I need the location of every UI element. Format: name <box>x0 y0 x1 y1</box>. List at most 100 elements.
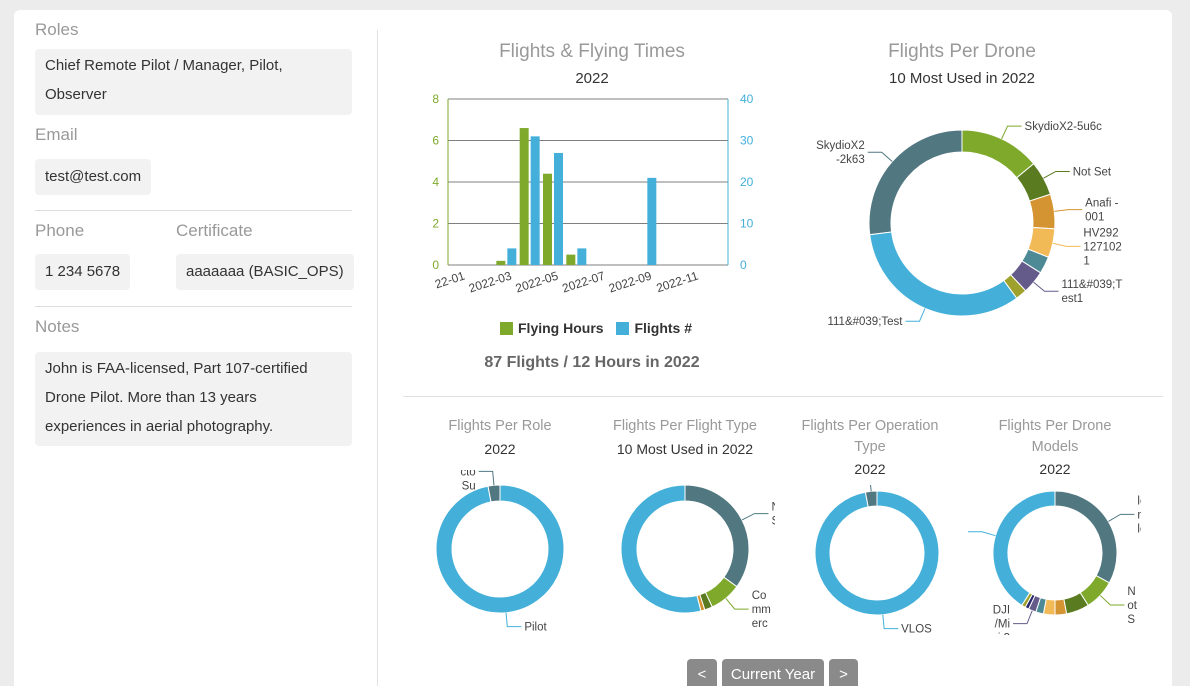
slice-label: Pilot <box>524 622 547 634</box>
email-value: test@test.com <box>35 159 152 195</box>
label-connector <box>968 531 996 537</box>
roles-line: Chief Remote Pilot / Manager, Pilot, <box>45 57 283 74</box>
label-connector <box>725 597 749 610</box>
y-tick-right: 0 <box>740 258 747 272</box>
label-connector <box>1001 125 1022 140</box>
type-chart-subtitle: 10 Most Used in 2022 <box>616 441 754 457</box>
notes-value: John is FAA-licensed, Part 107-certified… <box>35 352 352 446</box>
profile-card <box>14 10 1172 686</box>
slice-label: le <box>1137 495 1141 507</box>
label-connector <box>870 485 872 492</box>
label-connector <box>1013 610 1033 625</box>
legend-swatch <box>500 322 513 335</box>
y-tick-right: 40 <box>740 92 754 106</box>
drone-chart-title: Flights Per Drone <box>888 41 1036 62</box>
notes-line: experiences in aerial photography. <box>45 418 274 435</box>
slice-label: est1 <box>1061 293 1083 305</box>
bar-hours <box>543 173 552 265</box>
slice-label: cto <box>460 470 475 478</box>
op-chart-subtitle: 2022 <box>854 461 886 477</box>
title-line: Flights Per Operation <box>801 418 939 434</box>
slice-label: 127102 <box>1083 241 1121 253</box>
slice-label: SkydioX2-5u6c <box>1025 121 1103 133</box>
slice-label: N <box>1127 586 1135 598</box>
prev-button[interactable]: < <box>687 659 717 686</box>
y-tick-left: 0 <box>432 258 439 272</box>
label-connector <box>1054 209 1083 212</box>
slice-label: 111&#039;Test <box>827 316 903 328</box>
label-connector <box>505 612 522 628</box>
divider <box>35 210 352 211</box>
slice-label: S <box>1127 614 1135 626</box>
y-tick-left: 8 <box>432 92 439 106</box>
phone-value: 1 234 5678 <box>35 254 131 290</box>
slice-label: ni 3 <box>991 633 1010 635</box>
model-donut-chart: lems/leNotSDJI/Mini 3Skydio/ <box>965 490 1141 635</box>
legend-label: Flights # <box>634 320 693 336</box>
slice-label: ms/ <box>1137 509 1141 521</box>
role-chart-title: Flights Per Role <box>448 418 552 434</box>
donut-slice <box>814 490 940 616</box>
notes-label: Notes <box>35 317 80 336</box>
role-donut-chart: PilotInsctoSu <box>435 470 565 634</box>
legend-item-hours[interactable]: Flying Hours <box>500 320 604 336</box>
slice-label: Not <box>771 502 775 514</box>
legend-swatch <box>616 322 630 335</box>
slice-label: ot <box>1127 600 1137 612</box>
slice-label: Set <box>771 516 775 528</box>
op-donut-chart: VLOSNight <box>814 485 940 635</box>
y-tick-right: 30 <box>740 134 754 148</box>
flights-summary: 87 Flights / 12 Hours in 2022 <box>484 354 700 371</box>
divider <box>35 306 352 307</box>
type-chart-title: Flights Per Flight Type <box>613 418 757 434</box>
label-connector <box>1033 281 1059 292</box>
current-year-button[interactable]: Current Year <box>722 659 824 686</box>
notes-line: Drone Pilot. More than 13 years <box>45 389 257 406</box>
slice-label: VLOS <box>901 624 932 635</box>
roles-value: Chief Remote Pilot / Manager, Pilot, Obs… <box>35 49 352 115</box>
slice-label: 111&#039;T <box>1061 279 1122 291</box>
legend-item-flights[interactable]: Flights # <box>616 320 692 336</box>
bar-flights <box>530 136 540 265</box>
label-connector <box>1043 170 1070 179</box>
donut-slice <box>1028 193 1056 230</box>
notes-line: John is FAA-licensed, Part 107-certified <box>45 360 308 377</box>
donut-slice <box>684 484 750 588</box>
label-connector <box>1108 513 1135 522</box>
label-connector <box>478 470 495 486</box>
label-connector <box>905 308 926 322</box>
label-connector <box>867 151 893 162</box>
drone-donut-chart: SkydioX2-5u6c Not Set Anafi - 001 HV292 12710… <box>816 121 1122 328</box>
model-chart-title: Flights Per Drone Models <box>975 416 1135 458</box>
slice-label: 001 <box>1085 212 1104 224</box>
slice-label: Anafi - <box>1085 198 1118 210</box>
x-tick-label: 2022-03 <box>467 268 514 295</box>
roles-line: Observer <box>45 86 107 103</box>
x-tick-label: 2022-09 <box>607 268 654 295</box>
column-divider <box>377 30 378 686</box>
slice-label: DJI <box>993 605 1010 617</box>
title-line: Type <box>854 439 886 455</box>
donut-slice <box>487 484 501 503</box>
title-line: Models <box>1031 439 1079 455</box>
donut-slice <box>961 129 1035 179</box>
bar-flights <box>577 248 587 265</box>
slice-label: le <box>1137 523 1141 535</box>
donut-slice <box>864 490 878 508</box>
bar-flights <box>647 177 657 265</box>
slice-label: 1 <box>1083 255 1089 267</box>
x-tick-label: 2022-05 <box>514 268 561 295</box>
donut-slice <box>869 231 1018 317</box>
donut-slice <box>435 484 565 614</box>
legend-label: Flying Hours <box>518 320 604 336</box>
title-line: Flights Per Drone <box>998 418 1112 434</box>
donut-slice <box>868 129 963 236</box>
role-chart-subtitle: 2022 <box>484 441 516 457</box>
donut-slice <box>992 490 1056 607</box>
bar-hours <box>519 128 529 265</box>
divider <box>403 396 1163 397</box>
slice-label: mm <box>752 604 771 616</box>
slice-label: SkydioX2 <box>816 140 865 152</box>
next-button[interactable]: > <box>829 659 858 686</box>
email-label: Email <box>35 125 78 144</box>
